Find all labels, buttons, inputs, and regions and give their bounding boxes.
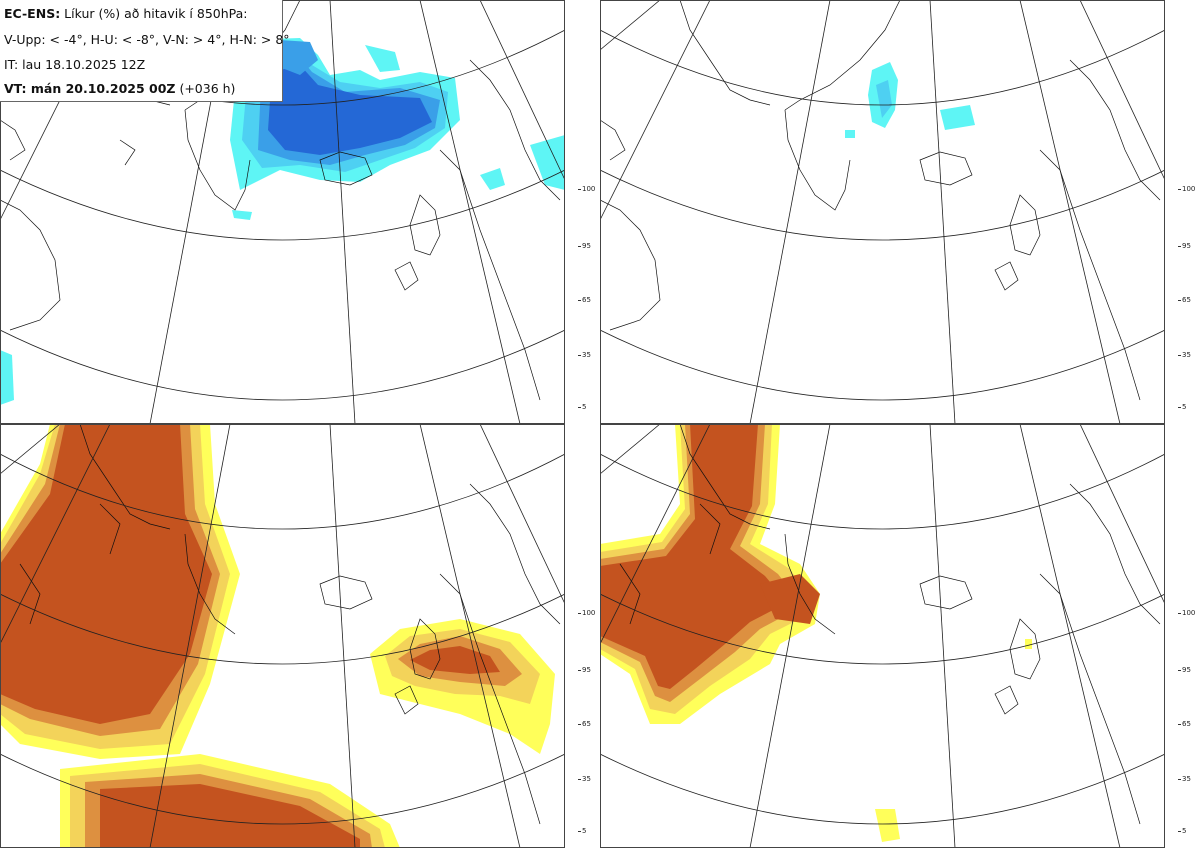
forecast-hour: (+036 h) (175, 81, 236, 96)
colorbar-tick-label: 35 (1178, 350, 1191, 359)
panel-warm-plus4 (0, 424, 565, 848)
colorbar-tick-label: 100 (1177, 185, 1196, 193)
colorbar-tick-label: 5 (1177, 827, 1187, 835)
graticule (600, 424, 1165, 848)
colorbar-tick-label: 100 (577, 609, 596, 617)
map-warm-plus8 (600, 424, 1165, 848)
legend-threshold-line: V-Upp: < -4°, H-U: < -8°, V-N: > 4°, H-N… (4, 32, 290, 47)
probability-field (600, 424, 1032, 842)
legend-box: EC-ENS: Líkur (%) að hitavik í 850hPa: V… (0, 0, 290, 102)
map-cold-minus4 (0, 0, 565, 424)
coastlines (600, 0, 1161, 401)
map-cold-minus8 (600, 0, 1165, 424)
legend-title-line: EC-ENS: Líkur (%) að hitavik í 850hPa: (4, 6, 248, 21)
colorbar-tick-label: 65 (578, 720, 591, 729)
legend-init-time: IT: lau 18.10.2025 12Z (4, 57, 146, 72)
probability-field (0, 424, 555, 848)
colorbar-tick-label: 65 (1178, 720, 1191, 729)
colorbar-tick-label: 35 (578, 350, 591, 359)
colorbar-tick-label: 5 (577, 827, 587, 835)
colorbar-tick-label: 5 (1177, 403, 1187, 411)
model-name: EC-ENS: (4, 6, 61, 21)
colorbar-tick-label: 5 (577, 403, 587, 411)
valid-time: VT: mán 20.10.2025 00Z (4, 81, 176, 96)
panel-warm-plus8 (600, 424, 1165, 848)
panel-cold-minus4: EC-ENS: Líkur (%) að hitavik í 850hPa: V… (0, 0, 565, 424)
colorbar-tick-label: 65 (578, 296, 591, 305)
colorbar-tick-label: 100 (577, 185, 596, 193)
graticule (0, 424, 565, 848)
colorbar-tick-label: 95 (578, 665, 591, 674)
colorbar-tick-label: 95 (1178, 241, 1191, 250)
colorbar-tick-label: 95 (1178, 665, 1191, 674)
colorbar-tick-label: 95 (578, 241, 591, 250)
probability-field (845, 62, 975, 138)
colorbar-tick-label: 35 (1178, 774, 1191, 783)
coastlines (619, 424, 1161, 825)
legend-valid-time-line: VT: mán 20.10.2025 00Z (+036 h) (4, 81, 235, 96)
colorbar-tick-label: 65 (1178, 296, 1191, 305)
colorbar-tick-label: 35 (578, 774, 591, 783)
legend-title-text: Líkur (%) að hitavik í 850hPa: (60, 6, 248, 21)
panel-cold-minus8 (600, 0, 1165, 424)
colorbar-tick-label: 100 (1177, 609, 1196, 617)
graticule (600, 0, 1165, 424)
map-warm-plus4 (0, 424, 565, 848)
probability-field (0, 38, 565, 405)
